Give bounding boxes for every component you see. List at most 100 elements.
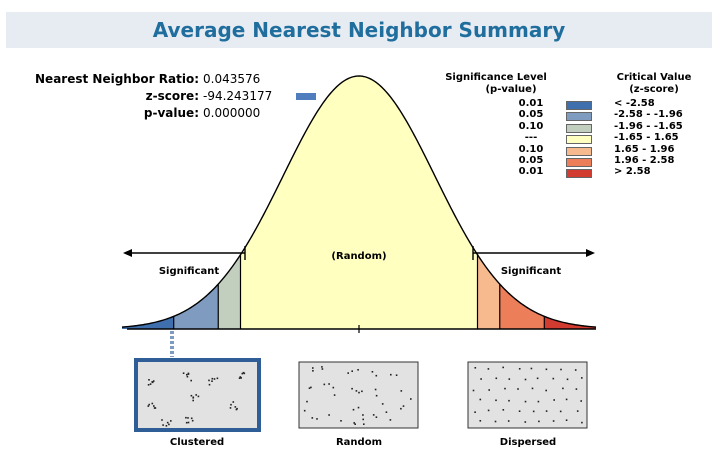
point (162, 424, 164, 426)
point (381, 403, 384, 405)
legend-swatch (566, 112, 592, 122)
point (502, 409, 505, 411)
point (351, 387, 353, 390)
point (232, 401, 235, 403)
point (545, 368, 548, 371)
ratio-label: Nearest Neighbor Ratio: (35, 72, 199, 86)
point (532, 410, 535, 413)
point (229, 407, 232, 409)
point (474, 367, 477, 369)
point (480, 378, 482, 380)
point (187, 373, 190, 375)
point (308, 387, 311, 389)
legend-crit-subheader: (z-score) (629, 84, 679, 95)
point (321, 368, 324, 370)
legend-crit-header: Critical Value (616, 72, 692, 83)
point (574, 369, 577, 371)
point (238, 377, 241, 379)
point (151, 381, 153, 383)
dispersed-panel (467, 361, 588, 429)
clustered-panel (134, 358, 261, 432)
legend-p-value: --- (524, 132, 538, 144)
point (479, 420, 482, 422)
p-value-label: p-value: (143, 106, 199, 120)
point (333, 394, 336, 396)
point (566, 378, 569, 381)
legend-p-value: 0.01 (518, 98, 544, 109)
point (363, 423, 365, 425)
point (192, 399, 194, 402)
point (524, 378, 527, 381)
legend-swatch (566, 135, 592, 145)
point (495, 399, 497, 402)
left-significant-label: Significant (159, 266, 220, 277)
legend-p-value: 0.05 (518, 109, 544, 121)
point (190, 417, 193, 420)
point (395, 374, 398, 376)
point (208, 383, 211, 386)
point (213, 378, 216, 380)
point (311, 417, 314, 419)
point (239, 376, 242, 378)
point (508, 399, 510, 402)
point (575, 388, 578, 390)
legend-p-value: 0.05 (518, 155, 544, 166)
point (375, 416, 378, 418)
point (230, 403, 232, 406)
point (357, 369, 359, 371)
point (545, 389, 547, 392)
point (185, 421, 188, 424)
ratio-value: 0.043576 (203, 72, 261, 86)
point (190, 394, 193, 397)
point (537, 400, 540, 403)
point (354, 423, 356, 425)
point (517, 388, 519, 390)
point (552, 377, 555, 380)
point (553, 399, 555, 401)
legend-z-range: -2.58 - -1.96 (614, 109, 683, 121)
point (351, 370, 353, 372)
point (385, 411, 388, 413)
point (479, 398, 482, 401)
point (507, 420, 510, 422)
z-score-value: -94.243177 (203, 89, 273, 103)
point (170, 420, 172, 422)
z-score-label: z-score: (145, 89, 199, 103)
random-panel (298, 361, 419, 429)
point (303, 409, 306, 412)
point (306, 400, 308, 403)
curve-outline (121, 75, 597, 328)
legend-z-range: > 2.58 (614, 166, 651, 178)
point (487, 409, 490, 412)
legend-z-range: 1.65 - 1.96 (614, 143, 675, 155)
point (565, 398, 568, 401)
legend-z-range: -1.96 - -1.65 (614, 120, 683, 132)
point (165, 425, 168, 427)
legend-swatch (566, 123, 592, 133)
dispersed-label: Dispersed (499, 437, 557, 448)
point (562, 387, 564, 390)
point (186, 373, 188, 376)
point (472, 389, 475, 392)
point (375, 374, 378, 377)
point (242, 371, 245, 374)
point (323, 383, 326, 386)
random-label: (Random) (331, 251, 386, 262)
point (552, 420, 555, 422)
point (195, 394, 197, 396)
point (151, 402, 154, 405)
point (168, 423, 170, 426)
point (518, 410, 521, 412)
point (352, 408, 355, 411)
point (236, 407, 238, 410)
curve-region (218, 254, 241, 329)
point (580, 400, 582, 402)
point (240, 377, 242, 379)
point (495, 377, 498, 380)
p-value-value: 0.000000 (203, 106, 261, 120)
point (508, 378, 511, 380)
point (185, 416, 187, 419)
legend-swatch (566, 101, 592, 110)
point (536, 377, 539, 380)
